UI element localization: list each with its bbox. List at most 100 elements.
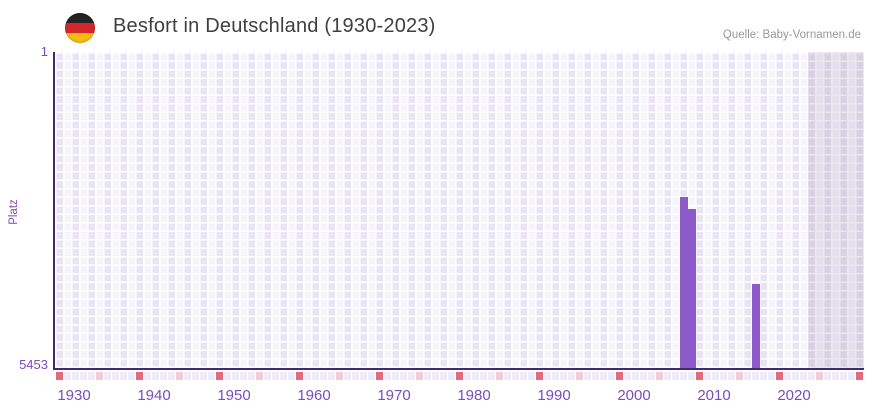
x-tick-label-1980: 1980	[457, 387, 491, 404]
year-marker-2020	[776, 372, 783, 380]
year-marker-1970	[376, 372, 383, 380]
year-marker-1973	[400, 372, 407, 380]
year-marker-2029	[848, 372, 855, 380]
year-marker-1941	[144, 372, 151, 380]
year-marker-1988	[520, 372, 527, 380]
year-marker-2027	[832, 372, 839, 380]
year-marker-1976	[424, 372, 431, 380]
year-marker-1961	[304, 372, 311, 380]
year-marker-1962	[312, 372, 319, 380]
year-marker-1946	[184, 372, 191, 380]
year-marker-1933	[80, 372, 87, 380]
year-marker-2028	[840, 372, 847, 380]
year-marker-2011	[704, 372, 711, 380]
year-marker-1944	[168, 372, 175, 380]
year-marker-1931	[64, 372, 71, 380]
year-marker-2003	[640, 372, 647, 380]
year-marker-1935	[96, 372, 103, 380]
year-marker-1969	[368, 372, 375, 380]
year-marker-2002	[632, 372, 639, 380]
year-marker-1989	[528, 372, 535, 380]
year-marker-1995	[576, 372, 583, 380]
year-marker-2018	[760, 372, 767, 380]
x-tick-label-1930: 1930	[57, 387, 91, 404]
year-marker-1985	[496, 372, 503, 380]
x-tick-label-2020: 2020	[777, 387, 811, 404]
year-marker-1993	[560, 372, 567, 380]
year-marker-2026	[824, 372, 831, 380]
x-axis-markers-strip	[56, 372, 864, 380]
year-marker-1999	[608, 372, 615, 380]
year-marker-1939	[128, 372, 135, 380]
x-tick-label-2010: 2010	[697, 387, 731, 404]
year-marker-1972	[392, 372, 399, 380]
year-marker-1952	[232, 372, 239, 380]
year-marker-2001	[624, 372, 631, 380]
year-marker-1983	[480, 372, 487, 380]
x-tick-label-1940: 1940	[137, 387, 171, 404]
year-marker-1987	[512, 372, 519, 380]
bar-2009[interactable]	[688, 209, 696, 368]
year-marker-2015	[736, 372, 743, 380]
year-marker-2016	[744, 372, 751, 380]
year-marker-1954	[248, 372, 255, 380]
year-marker-1943	[160, 372, 167, 380]
year-marker-1940	[136, 372, 143, 380]
year-marker-1934	[88, 372, 95, 380]
x-tick-label-1960: 1960	[297, 387, 331, 404]
year-marker-1978	[440, 372, 447, 380]
year-marker-2000	[616, 372, 623, 380]
year-marker-1965	[336, 372, 343, 380]
year-marker-1957	[272, 372, 279, 380]
year-marker-1951	[224, 372, 231, 380]
year-marker-1936	[104, 372, 111, 380]
year-marker-1937	[112, 372, 119, 380]
bar-2008[interactable]	[680, 197, 688, 368]
year-marker-1945	[176, 372, 183, 380]
year-marker-2030	[856, 372, 863, 380]
year-marker-1968	[360, 372, 367, 380]
future-years-band	[808, 52, 864, 368]
year-marker-1956	[264, 372, 271, 380]
year-marker-1984	[488, 372, 495, 380]
year-marker-1982	[472, 372, 479, 380]
bar-2017[interactable]	[752, 284, 760, 368]
year-marker-1977	[432, 372, 439, 380]
year-marker-1997	[592, 372, 599, 380]
year-marker-2009	[688, 372, 695, 380]
year-marker-1980	[456, 372, 463, 380]
year-marker-1998	[600, 372, 607, 380]
year-marker-1990	[536, 372, 543, 380]
year-marker-1960	[296, 372, 303, 380]
year-marker-2007	[672, 372, 679, 380]
x-tick-label-1990: 1990	[537, 387, 571, 404]
year-marker-1986	[504, 372, 511, 380]
year-marker-1948	[200, 372, 207, 380]
year-marker-1991	[544, 372, 551, 380]
year-marker-1971	[384, 372, 391, 380]
year-marker-2013	[720, 372, 727, 380]
plot-grid	[55, 52, 864, 368]
year-marker-2006	[664, 372, 671, 380]
year-marker-1955	[256, 372, 263, 380]
year-marker-1947	[192, 372, 199, 380]
year-marker-1959	[288, 372, 295, 380]
y-axis-title: Platz	[8, 199, 20, 225]
x-tick-label-1950: 1950	[217, 387, 251, 404]
year-marker-1953	[240, 372, 247, 380]
x-axis-labels: 1930 1940 1950 1960 1970 1980 1990 2000 2010 2020	[56, 387, 864, 405]
year-marker-1992	[552, 372, 559, 380]
year-marker-2025	[816, 372, 823, 380]
year-marker-1950	[216, 372, 223, 380]
x-tick-label-1970: 1970	[377, 387, 411, 404]
year-marker-2022	[792, 372, 799, 380]
y-tick-bottom: 5453	[19, 357, 48, 372]
year-marker-2023	[800, 372, 807, 380]
year-marker-1974	[408, 372, 415, 380]
year-marker-1994	[568, 372, 575, 380]
year-marker-1930	[56, 372, 63, 380]
source-note: Quelle: Baby-Vornamen.de	[722, 29, 861, 41]
year-marker-2024	[808, 372, 815, 380]
year-marker-2004	[648, 372, 655, 380]
